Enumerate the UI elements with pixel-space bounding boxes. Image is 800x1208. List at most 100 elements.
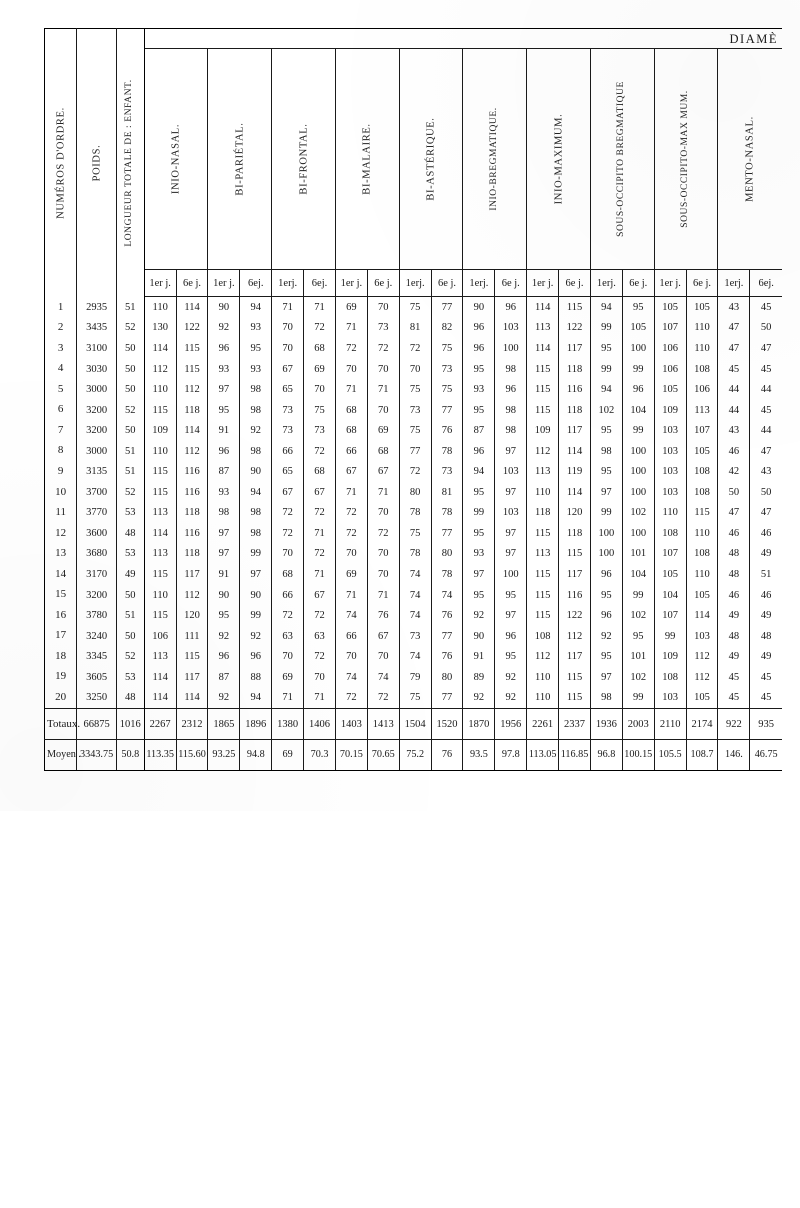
totals-cell: 1936 (590, 708, 622, 740)
data-cell: 72 (399, 461, 431, 482)
data-cell: 75 (399, 687, 431, 708)
subhead: 6ej. (240, 270, 272, 297)
data-cell: 95 (240, 338, 272, 359)
data-cell: 74 (335, 666, 367, 687)
totals-cell: 1413 (367, 708, 399, 740)
data-cell: 78 (399, 502, 431, 523)
means-cell: 105.5 (654, 740, 686, 771)
table-row: 1532005011011290906667717174749595115116… (45, 584, 783, 605)
row-poids: 3700 (77, 482, 117, 503)
row-poids: 3100 (77, 338, 117, 359)
col-header-longueur: LONGUEUR TOTALE de : enfant. (116, 29, 144, 297)
data-cell: 45 (750, 687, 782, 708)
row-long: 53 (116, 543, 144, 564)
data-cell: 45 (750, 358, 782, 379)
data-cell: 70 (272, 543, 304, 564)
data-cell: 50 (750, 482, 782, 503)
means-cell: 70.65 (367, 740, 399, 771)
row-long: 53 (116, 502, 144, 523)
subhead-row: 1er j.6e j. 1er j.6ej. 1erj.6ej. 1er j.6… (45, 270, 783, 297)
data-cell: 113 (144, 543, 176, 564)
data-cell: 95 (622, 625, 654, 646)
data-cell: 88 (240, 666, 272, 687)
data-cell: 70 (272, 646, 304, 667)
row-poids: 3170 (77, 564, 117, 585)
data-cell: 87 (208, 461, 240, 482)
table-row: 2343552130122929370727173818296103113122… (45, 317, 783, 338)
totals-label: Totaux. (45, 708, 77, 740)
row-poids: 3030 (77, 358, 117, 379)
data-cell: 107 (654, 543, 686, 564)
data-cell: 65 (272, 461, 304, 482)
data-cell: 79 (399, 666, 431, 687)
totals-cell: 1870 (463, 708, 495, 740)
data-cell: 47 (718, 502, 750, 523)
data-cell: 115 (144, 482, 176, 503)
data-cell: 102 (622, 666, 654, 687)
means-label: Moyen . (45, 740, 77, 771)
data-cell: 74 (399, 564, 431, 585)
data-cell: 104 (622, 564, 654, 585)
data-cell: 110 (686, 564, 718, 585)
data-cell: 97 (590, 666, 622, 687)
data-cell: 94 (590, 379, 622, 400)
data-cell: 46 (718, 584, 750, 605)
data-cell: 47 (750, 440, 782, 461)
data-cell: 92 (495, 666, 527, 687)
data-cell: 95 (622, 297, 654, 318)
data-cell: 117 (559, 646, 591, 667)
data-cell: 73 (272, 420, 304, 441)
data-cell: 108 (654, 666, 686, 687)
row-index: 3 (45, 338, 77, 359)
data-cell: 44 (750, 379, 782, 400)
data-cell: 75 (399, 523, 431, 544)
data-cell: 72 (304, 543, 336, 564)
data-cell: 96 (590, 605, 622, 626)
data-cell: 109 (144, 420, 176, 441)
totals-cell: 2312 (176, 708, 208, 740)
data-cell: 109 (527, 420, 559, 441)
row-poids: 3200 (77, 420, 117, 441)
row-long: 52 (116, 399, 144, 420)
subhead: 6e j. (176, 270, 208, 297)
data-cell: 48 (718, 564, 750, 585)
data-cell: 45 (750, 297, 782, 318)
data-cell: 107 (654, 605, 686, 626)
data-cell: 108 (686, 482, 718, 503)
data-cell: 114 (527, 297, 559, 318)
data-cell: 110 (527, 666, 559, 687)
data-cell: 115 (527, 379, 559, 400)
row-long: 53 (116, 666, 144, 687)
data-cell: 100 (590, 543, 622, 564)
data-cell: 72 (272, 605, 304, 626)
data-cell: 70 (335, 646, 367, 667)
data-cell: 45 (718, 687, 750, 708)
data-cell: 73 (367, 317, 399, 338)
row-long: 49 (116, 564, 144, 585)
data-cell: 46 (750, 584, 782, 605)
data-cell: 98 (590, 440, 622, 461)
data-cell: 77 (431, 687, 463, 708)
data-cell: 72 (272, 523, 304, 544)
data-cell: 122 (559, 605, 591, 626)
subhead: 1er j. (335, 270, 367, 297)
row-poids: 3240 (77, 625, 117, 646)
data-cell: 107 (686, 420, 718, 441)
row-poids: 3680 (77, 543, 117, 564)
means-cell: 93.5 (463, 740, 495, 771)
data-cell: 94 (240, 687, 272, 708)
data-cell: 71 (335, 317, 367, 338)
means-cell: 76 (431, 740, 463, 771)
data-cell: 70 (272, 338, 304, 359)
table-row: 9313551115116879065686767727394103113119… (45, 461, 783, 482)
data-cell: 47 (718, 338, 750, 359)
data-cell: 118 (176, 399, 208, 420)
col-header-bi-parietal: BI-PARIÉTAL. (208, 49, 272, 270)
data-cell: 94 (240, 482, 272, 503)
diam-super-header: DIAMÈ (144, 29, 782, 49)
data-cell: 48 (718, 543, 750, 564)
data-cell: 66 (272, 584, 304, 605)
data-cell: 100 (495, 564, 527, 585)
row-long: 52 (116, 646, 144, 667)
data-cell: 45 (718, 666, 750, 687)
